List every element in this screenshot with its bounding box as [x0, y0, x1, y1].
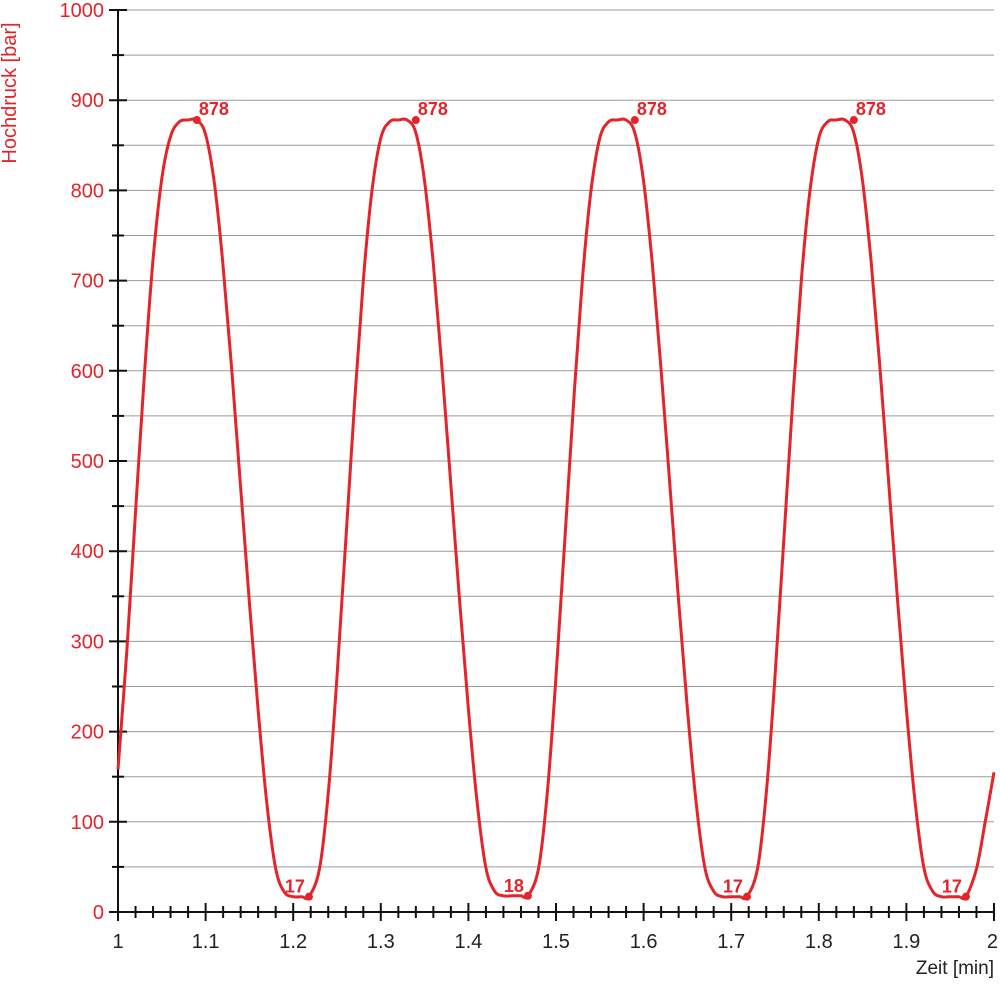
- series-layer: [116, 117, 996, 901]
- peak-label: 878: [199, 99, 229, 119]
- x-tick-label: 1: [112, 931, 123, 953]
- trough-marker: [523, 891, 532, 900]
- trough-marker: [304, 892, 313, 901]
- y-tick-label: 500: [71, 451, 104, 473]
- y-tick-label: 100: [71, 812, 104, 834]
- x-tick-label: 1.1: [192, 931, 220, 953]
- trough-marker: [742, 892, 751, 901]
- y-tick-label: 400: [71, 541, 104, 563]
- y-tick-label: 600: [71, 361, 104, 383]
- peak-label: 878: [856, 99, 886, 119]
- x-axis-ticks: 1 1.1 1.2 1.3 1.4 1.5 1.6 1.7 1.8 1.9 2: [112, 903, 998, 953]
- y-axis-label: Hochdruck [bar]: [0, 22, 21, 164]
- series-line: [116, 117, 996, 901]
- x-tick-label: 1.7: [717, 931, 745, 953]
- y-tick-label: 300: [71, 631, 104, 653]
- peak-marker: [192, 116, 201, 125]
- peak-label: 878: [637, 99, 667, 119]
- peak-marker: [849, 116, 858, 125]
- x-tick-label: 1.8: [805, 931, 833, 953]
- y-tick-label: 0: [93, 902, 104, 924]
- trough-label: 17: [723, 877, 743, 897]
- annotations-layer: 878 878 878 878 17 18 17 17: [192, 99, 970, 901]
- x-tick-label: 1.6: [630, 931, 658, 953]
- x-tick-label: 1.2: [279, 931, 307, 953]
- x-axis-label: Zeit [min]: [915, 958, 994, 979]
- grid-lines: [118, 9, 994, 868]
- x-tick-label: 1.4: [454, 931, 482, 953]
- y-tick-label: 900: [71, 90, 104, 112]
- y-axis-ticks: 0 100 200 300 400 500 600 700 800 900 1000: [60, 0, 127, 924]
- peak-marker: [411, 116, 420, 125]
- y-tick-label: 200: [71, 722, 104, 744]
- trough-marker: [961, 892, 970, 901]
- y-tick-label: 800: [71, 180, 104, 202]
- x-tick-label: 2: [987, 931, 998, 953]
- trough-label: 17: [285, 877, 305, 897]
- x-tick-label: 1.3: [367, 931, 395, 953]
- peak-marker: [630, 116, 639, 125]
- y-tick-label: 700: [71, 271, 104, 293]
- x-tick-label: 1.5: [542, 931, 570, 953]
- peak-label: 878: [418, 99, 448, 119]
- y-tick-label: 1000: [60, 0, 105, 22]
- trough-label: 18: [504, 876, 524, 896]
- trough-label: 17: [942, 877, 962, 897]
- x-tick-label: 1.9: [892, 931, 920, 953]
